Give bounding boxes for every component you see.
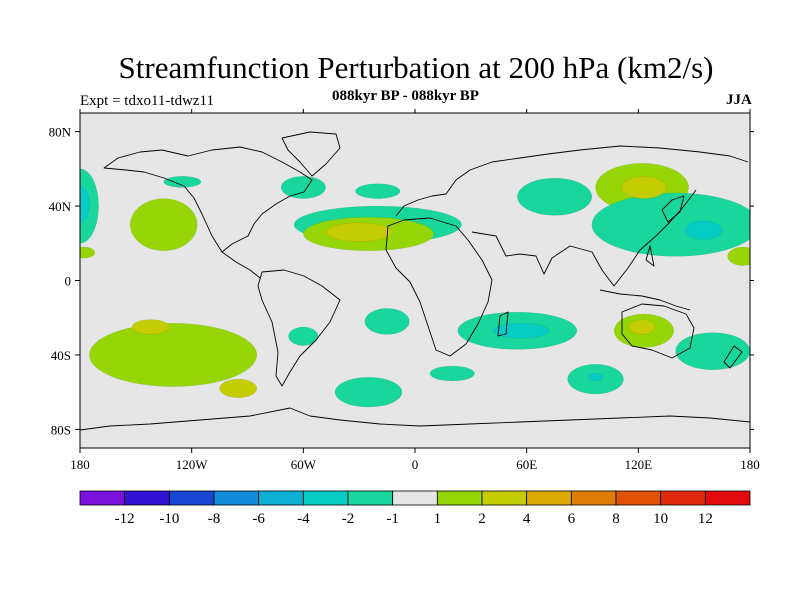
colorbar-swatch: [481, 490, 528, 506]
x-tick-label: 180: [70, 457, 90, 472]
colorbar-label: 10: [653, 511, 668, 527]
colorbar-swatch: [704, 490, 751, 506]
x-tick-label: 60W: [291, 457, 317, 472]
colorbar-label: 8: [612, 511, 620, 527]
colorbar-label: -8: [208, 511, 221, 527]
x-tick-label: 180: [740, 457, 760, 472]
region-n-pacific-positive: [130, 198, 198, 251]
colorbar-swatch: [392, 490, 438, 506]
chart-title: Streamfunction Perturbation at 200 hPa (…: [118, 50, 714, 85]
colorbar-swatch: [660, 490, 706, 506]
x-tick-label: 0: [412, 457, 419, 472]
map-background: [80, 113, 750, 448]
colorbar-label: -1: [386, 511, 399, 527]
colorbar-label: -6: [252, 511, 265, 527]
region-nw-pacific-negative-core: [684, 220, 723, 240]
x-tick-label: 120E: [625, 457, 653, 472]
region-n-america-negative: [280, 176, 326, 199]
region-tasman-negative: [675, 332, 750, 371]
y-axis: 80N 40N 0 40S 80S: [49, 125, 754, 437]
colorbar-swatch: [526, 490, 572, 506]
region-dateline-west-positive-strip: [80, 246, 96, 259]
region-s-america-negative: [288, 326, 319, 346]
colorbar-label: -10: [159, 511, 179, 527]
region-sw-pacific-core-1: [131, 319, 170, 335]
colorbar-label: 12: [698, 511, 713, 527]
colorbar-swatch: [436, 490, 483, 506]
y-tick-label: 80S: [51, 422, 71, 437]
colorbar-label: 6: [568, 511, 576, 527]
colorbar-swatch: [168, 490, 215, 506]
colorbar-swatch: [124, 490, 170, 506]
y-tick-label: 80N: [49, 125, 72, 140]
region-dateline-west-negative-core: [80, 185, 90, 223]
season-label: JJA: [726, 92, 752, 108]
region-sw-pacific-positive: [89, 323, 258, 387]
colorbar-label: 4: [523, 511, 531, 527]
region-indian-ocean-negative-core: [492, 323, 550, 339]
experiment-label: Expt = tdxo11-tdwz11: [80, 93, 214, 109]
region-nw-pacific-negative: [591, 192, 750, 257]
region-australia-positive-core: [628, 319, 656, 335]
period-label: 088kyr BP - 088kyr BP: [332, 88, 479, 104]
region-atlantic-small-negative: [355, 183, 401, 199]
colorbar-swatch: [258, 490, 304, 506]
region-south-ocean-negative-core: [587, 373, 604, 382]
region-n-atlantic-high: [325, 222, 393, 242]
region-s-indian-negative: [429, 365, 475, 382]
colorbar-swatch: [302, 490, 349, 506]
colorbar-swatch: [347, 490, 394, 506]
colorbar-label: -4: [297, 511, 310, 527]
colorbar-label: 2: [478, 511, 486, 527]
anomaly-regions: [80, 163, 750, 408]
region-s-atlantic-south-negative: [334, 377, 403, 408]
region-se-pacific-core-2: [219, 378, 258, 398]
region-siberia-positive-core: [621, 176, 667, 199]
colorbar-swatch: [213, 490, 260, 506]
region-central-asia-negative: [517, 177, 593, 216]
region-s-atlantic-negative: [364, 308, 410, 335]
y-tick-label: 40S: [51, 348, 71, 363]
colorbar-label: 1: [434, 511, 442, 527]
coastlines: [80, 131, 750, 431]
x-axis: 180 120W 60W 0 60E 120E 180: [70, 109, 760, 472]
colorbar-swatch: [570, 490, 617, 506]
x-tick-label: 120W: [176, 457, 209, 472]
region-e-pacific-positive: [727, 246, 750, 266]
colorbar-swatch: [79, 490, 126, 506]
colorbar-label: -12: [115, 511, 135, 527]
y-tick-label: 0: [65, 274, 72, 289]
x-tick-label: 60E: [516, 457, 537, 472]
colorbar: -12 -10 -8 -6 -4 -2 -1 1 2 4 6 8 10 12: [79, 490, 751, 527]
region-dateline-west-negative: [80, 168, 99, 244]
y-tick-label: 40N: [49, 199, 72, 214]
colorbar-label: -2: [342, 511, 355, 527]
colorbar-swatch: [615, 490, 662, 506]
region-alaska-negative: [163, 176, 202, 188]
